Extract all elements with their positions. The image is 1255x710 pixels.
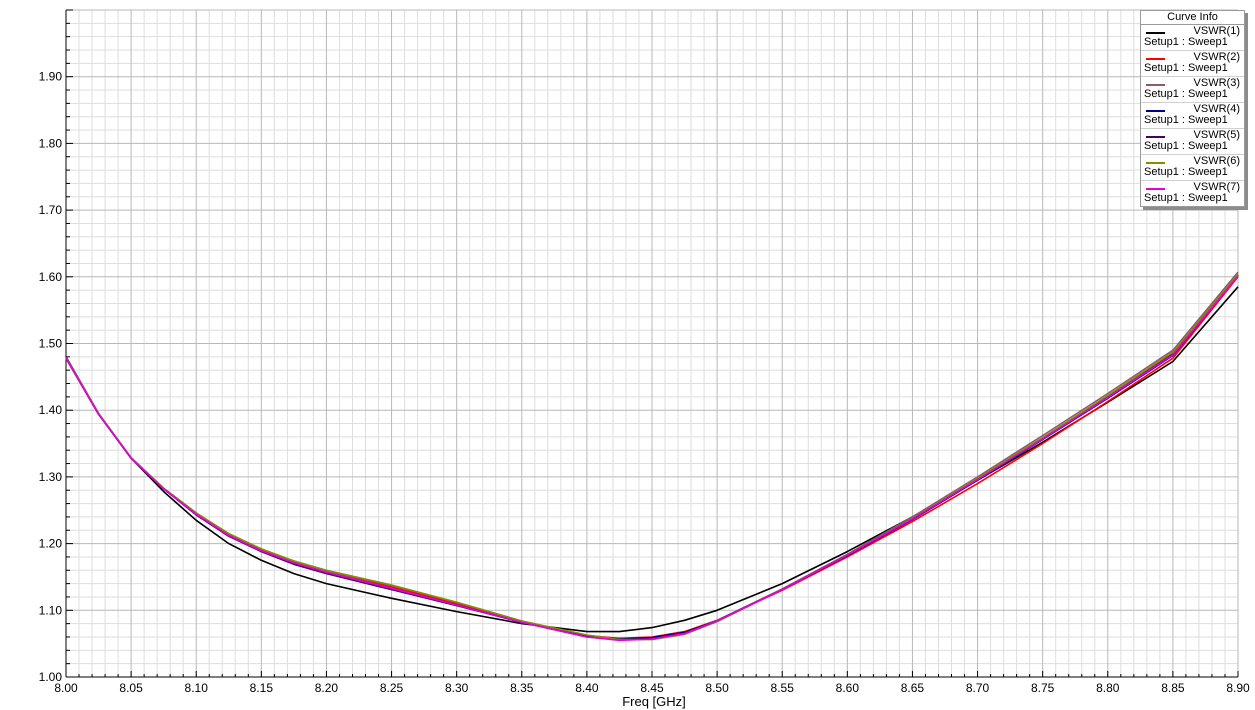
legend-swatch [1146, 58, 1165, 60]
y-tick-label: 1.20 [39, 537, 63, 551]
legend-series-name: VSWR(3) [1193, 77, 1240, 89]
x-tick-label: 8.20 [315, 681, 339, 695]
y-tick-label: 1.00 [39, 670, 63, 684]
legend-series-setup: Setup1 : Sweep1 [1144, 140, 1228, 152]
x-tick-label: 8.10 [185, 681, 209, 695]
y-tick-label: 1.30 [39, 470, 63, 484]
x-tick-label: 8.00 [54, 681, 78, 695]
legend-items: VSWR(1) Setup1 : Sweep1 VSWR(2) Setup1 : Sw… [1141, 25, 1244, 206]
legend-series-setup: Setup1 : Sweep1 [1144, 114, 1228, 126]
legend-item[interactable]: VSWR(7) Setup1 : Sweep1 [1141, 181, 1244, 206]
legend-series-name: VSWR(7) [1193, 181, 1240, 193]
axis-ticks [65, 9, 1239, 678]
legend-title: Curve Info [1141, 11, 1244, 25]
y-tick-label: 1.50 [39, 337, 63, 351]
legend[interactable]: Curve Info VSWR(1) Setup1 : Sweep1 VSWR(2)… [1140, 10, 1245, 207]
legend-series-name: VSWR(4) [1193, 103, 1240, 115]
x-tick-label: 8.30 [445, 681, 469, 695]
x-tick-label: 8.60 [836, 681, 860, 695]
legend-series-name: VSWR(1) [1193, 25, 1240, 37]
y-tick-labels: 1.00 1.10 1.20 1.30 1.40 1.50 1.60 1.70 1.80 1.90 [39, 70, 63, 684]
series-line [65, 275, 1239, 642]
x-tick-label: 8.70 [966, 681, 990, 695]
x-tick-label: 8.50 [705, 681, 729, 695]
x-tick-label: 8.15 [250, 681, 274, 695]
x-tick-label: 8.35 [510, 681, 534, 695]
y-tick-label: 1.70 [39, 203, 63, 217]
x-tick-label: 8.05 [119, 681, 143, 695]
legend-item[interactable]: VSWR(5) Setup1 : Sweep1 [1141, 129, 1244, 155]
legend-series-setup: Setup1 : Sweep1 [1144, 62, 1228, 74]
y-tick-label: 1.90 [39, 70, 63, 84]
legend-swatch [1146, 32, 1165, 34]
legend-item[interactable]: VSWR(3) Setup1 : Sweep1 [1141, 77, 1244, 103]
series-line [65, 273, 1239, 641]
x-tick-label: 8.75 [1031, 681, 1055, 695]
legend-series-setup: Setup1 : Sweep1 [1144, 88, 1228, 100]
y-tick-label: 1.40 [39, 403, 63, 417]
legend-swatch [1146, 162, 1165, 164]
x-tick-label: 8.80 [1096, 681, 1120, 695]
x-tick-labels: 8.00 8.05 8.10 8.15 8.20 8.25 8.30 8.35 8.40 8.45… [54, 681, 1250, 695]
legend-swatch [1146, 110, 1165, 112]
legend-series-setup: Setup1 : Sweep1 [1144, 36, 1228, 48]
y-tick-label: 1.80 [39, 136, 63, 150]
y-tick-label: 1.60 [39, 270, 63, 284]
legend-item[interactable]: VSWR(4) Setup1 : Sweep1 [1141, 103, 1244, 129]
x-tick-label: 8.55 [771, 681, 795, 695]
legend-swatch [1146, 188, 1165, 190]
legend-swatch [1146, 136, 1165, 138]
x-axis-title: Freq [GHz] [622, 694, 686, 709]
major-grid [65, 9, 1239, 678]
series-lines [65, 271, 1239, 642]
legend-item[interactable]: VSWR(1) Setup1 : Sweep1 [1141, 25, 1244, 51]
legend-series-name: VSWR(2) [1193, 51, 1240, 63]
legend-series-setup: Setup1 : Sweep1 [1144, 166, 1228, 178]
x-tick-label: 8.65 [901, 681, 925, 695]
legend-series-setup: Setup1 : Sweep1 [1144, 192, 1228, 204]
legend-item[interactable]: VSWR(2) Setup1 : Sweep1 [1141, 51, 1244, 77]
y-tick-label: 1.10 [39, 603, 63, 617]
legend-swatch [1146, 84, 1165, 86]
x-tick-label: 8.90 [1226, 681, 1250, 695]
legend-item[interactable]: VSWR(6) Setup1 : Sweep1 [1141, 155, 1244, 181]
legend-series-name: VSWR(5) [1193, 129, 1240, 141]
x-tick-label: 8.85 [1161, 681, 1185, 695]
x-tick-label: 8.40 [575, 681, 599, 695]
legend-series-name: VSWR(6) [1193, 155, 1240, 167]
x-tick-label: 8.25 [380, 681, 404, 695]
x-tick-label: 8.45 [640, 681, 664, 695]
